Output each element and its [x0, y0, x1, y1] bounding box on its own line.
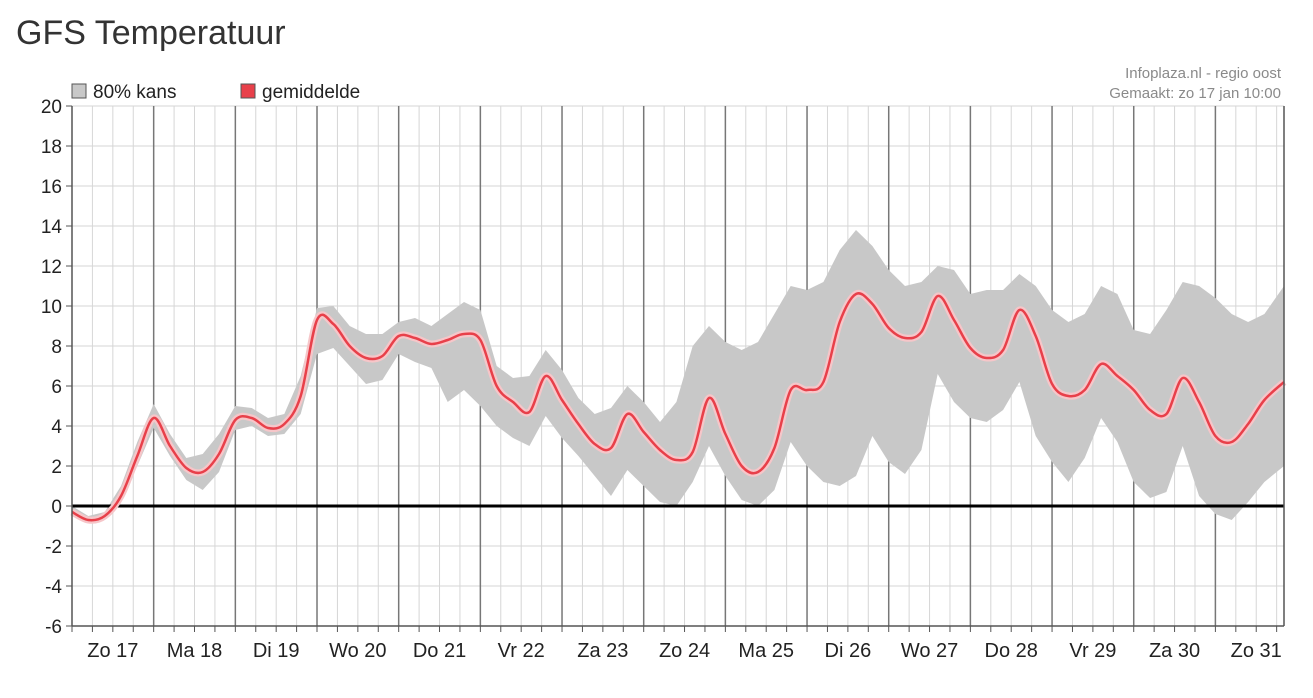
legend-band-swatch [71, 83, 87, 99]
y-tick-label: -2 [45, 537, 62, 558]
legend-mean-swatch [240, 83, 256, 99]
x-tick-label: Vr 29 [1069, 640, 1116, 662]
label-layer: -6 -4 -2 0 2 4 6 8 10 12 14 16 18 20 Zo 17 Ma 18 Di 19 Wo… [41, 97, 1282, 662]
x-tick-label: Za 23 [577, 640, 628, 662]
mean-line [71, 292, 1285, 522]
x-tick-label: Zo 17 [87, 640, 138, 662]
legend-band-label: 80% kans [93, 82, 176, 103]
legend: 80% kans gemiddelde [71, 82, 360, 103]
x-tick-label: Wo 20 [329, 640, 386, 662]
legend-mean-label: gemiddelde [262, 82, 360, 103]
x-tick-label: Zo 24 [659, 640, 710, 662]
y-tick-label: -6 [45, 617, 62, 638]
x-tick-label: Ma 18 [167, 640, 223, 662]
line-layer [70, 289, 1287, 524]
y-tick-label: 20 [41, 97, 62, 118]
credit-source: Infoplaza.nl - regio oost [1125, 65, 1282, 82]
x-tick-label: Do 28 [985, 640, 1038, 662]
y-tick-label: 8 [51, 337, 62, 358]
y-tick-label: 18 [41, 137, 62, 158]
y-tick-label: 12 [41, 257, 62, 278]
x-tick-label: Vr 22 [498, 640, 545, 662]
axis-layer [66, 105, 1285, 632]
x-tick-label: Wo 27 [901, 640, 958, 662]
y-tick-label: 14 [41, 217, 63, 238]
x-tick-label: Za 30 [1149, 640, 1200, 662]
x-tick-label: Di 26 [825, 640, 872, 662]
y-tick-label: -4 [45, 577, 62, 598]
y-tick-label: 4 [51, 417, 62, 438]
y-tick-label: 6 [51, 377, 62, 398]
x-tick-label: Ma 25 [738, 640, 794, 662]
x-tick-label: Zo 31 [1231, 640, 1282, 662]
y-tick-label: 2 [51, 457, 62, 478]
y-tick-label: 10 [41, 297, 62, 318]
y-tick-label: 0 [51, 497, 62, 518]
credit-made: Gemaakt: zo 17 jan 10:00 [1109, 85, 1281, 102]
band-layer [72, 230, 1284, 522]
y-tick-label: 16 [41, 177, 62, 198]
band-80pct [72, 230, 1284, 522]
page-title: GFS Temperatuur [16, 14, 286, 52]
x-tick-label: Do 21 [413, 640, 466, 662]
x-tick-label: Di 19 [253, 640, 300, 662]
